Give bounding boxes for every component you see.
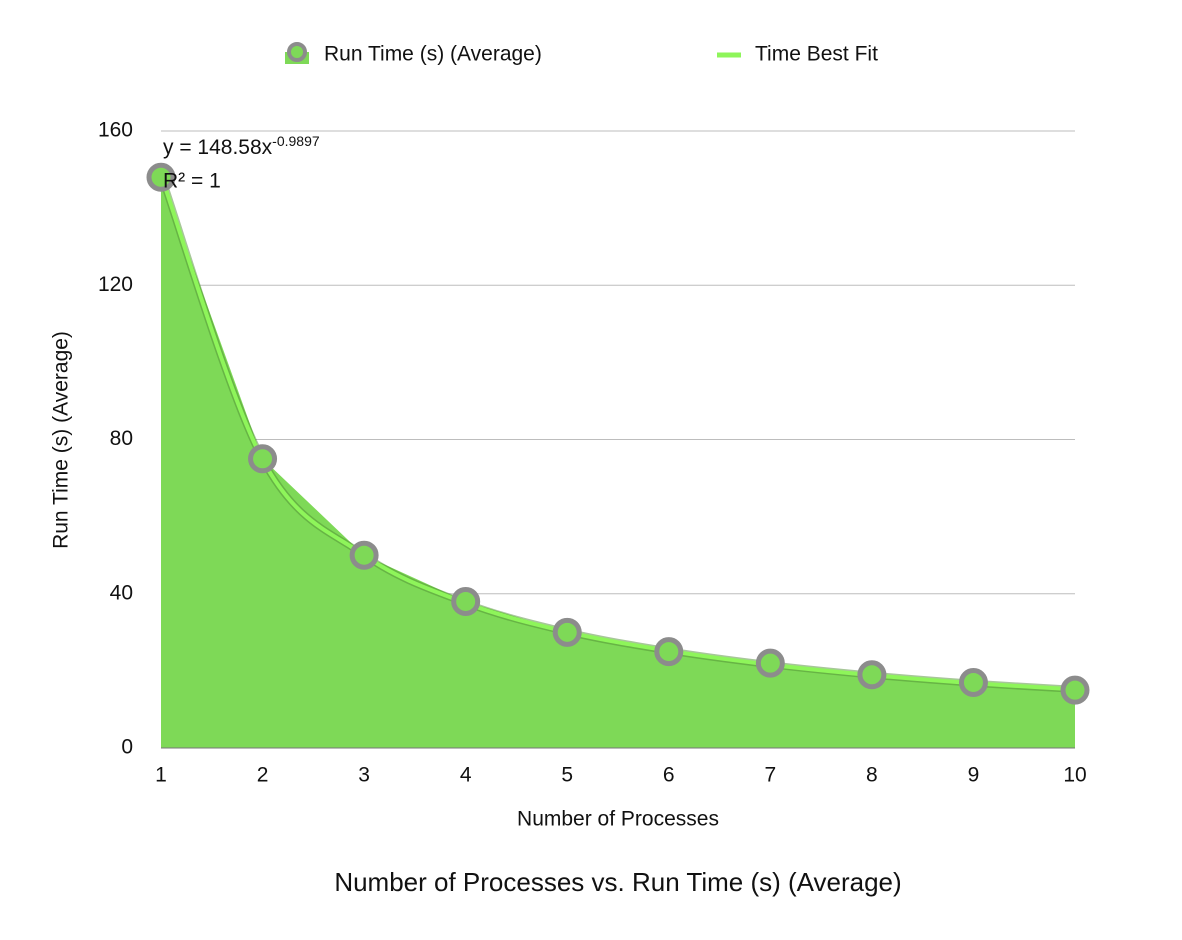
legend-label: Time Best Fit: [755, 43, 878, 66]
x-tick-label: 10: [1063, 764, 1086, 787]
marker: [146, 162, 176, 192]
marker: [1060, 675, 1090, 705]
x-axis-label: Number of Processes: [517, 808, 719, 831]
marker: [857, 660, 887, 690]
plot-area: [146, 130, 1090, 749]
marker: [248, 444, 278, 474]
y-tick-label: 40: [110, 581, 133, 604]
marker: [349, 540, 379, 570]
x-tick-label: 4: [460, 764, 472, 787]
marker: [958, 667, 988, 697]
y-tick-label: 120: [98, 273, 133, 296]
x-tick-label: 1: [155, 764, 167, 787]
x-tick-label: 6: [663, 764, 675, 787]
x-tick-label: 3: [358, 764, 370, 787]
y-tick-label: 160: [98, 119, 133, 142]
area: [161, 177, 1075, 748]
x-tick-label: 9: [968, 764, 980, 787]
y-tick-label: 80: [110, 427, 133, 450]
marker: [755, 648, 785, 678]
marker: [552, 617, 582, 647]
legend-marker: [287, 42, 307, 62]
marker: [654, 637, 684, 667]
y-axis-label: Run Time (s) (Average): [50, 331, 73, 549]
equation-exponent: -0.9897: [272, 133, 320, 149]
r-squared: R² = 1: [163, 170, 221, 193]
y-tick-label: 0: [121, 736, 133, 759]
x-tick-label: 5: [561, 764, 573, 787]
equation-text: y = 148.58x: [163, 136, 273, 159]
legend: Run Time (s) (Average) Time Best Fit: [285, 42, 878, 66]
marker: [451, 586, 481, 616]
x-tick-label: 2: [257, 764, 269, 787]
chart-title: Number of Processes vs. Run Time (s) (Av…: [334, 867, 901, 897]
x-tick-label: 8: [866, 764, 878, 787]
legend-label: Run Time (s) (Average): [324, 43, 542, 66]
equation: y = 148.58x-0.9897: [163, 133, 320, 159]
x-tick-label: 7: [764, 764, 776, 787]
